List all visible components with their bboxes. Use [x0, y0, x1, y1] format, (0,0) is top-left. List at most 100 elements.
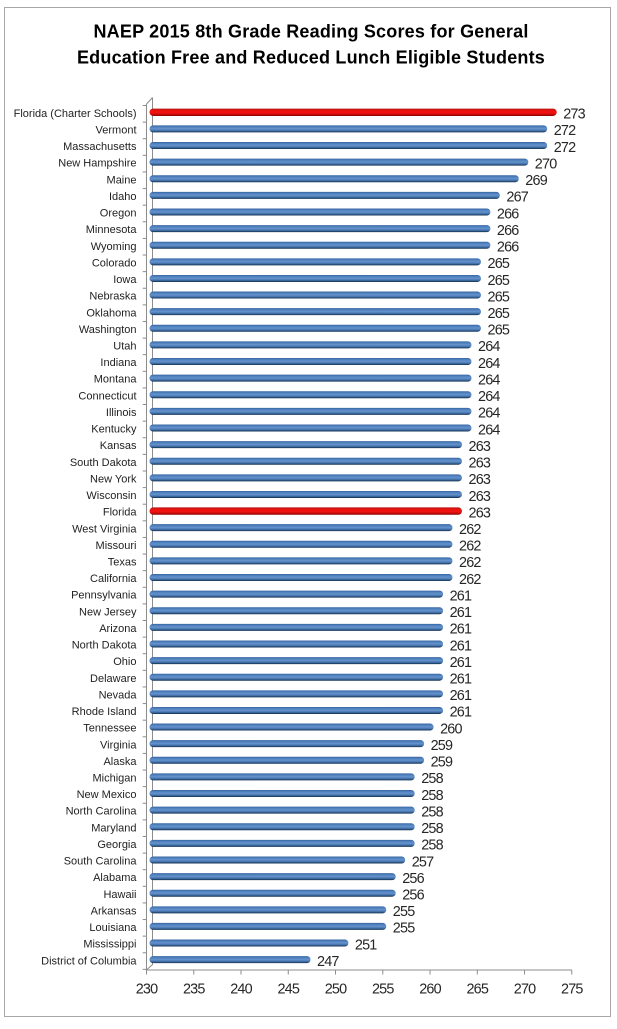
svg-text:266: 266 [497, 223, 519, 239]
svg-text:Massachusetts: Massachusetts [63, 141, 137, 153]
svg-text:New Mexico: New Mexico [77, 789, 137, 801]
svg-text:261: 261 [450, 622, 472, 638]
svg-text:Michigan: Michigan [92, 773, 136, 785]
svg-text:265: 265 [488, 306, 510, 322]
svg-text:Kentucky: Kentucky [91, 424, 137, 436]
svg-text:258: 258 [421, 804, 443, 820]
svg-text:South Dakota: South Dakota [70, 457, 138, 469]
svg-text:255: 255 [372, 981, 394, 997]
svg-text:Texas: Texas [108, 557, 137, 569]
svg-text:Illinois: Illinois [106, 407, 137, 419]
svg-text:Colorado: Colorado [92, 257, 137, 269]
svg-text:Mississippi: Mississippi [83, 939, 136, 951]
svg-text:267: 267 [506, 190, 528, 206]
svg-text:264: 264 [478, 406, 500, 422]
svg-text:Arizona: Arizona [99, 623, 137, 635]
svg-text:255: 255 [393, 921, 415, 937]
svg-text:Nebraska: Nebraska [89, 291, 137, 303]
svg-text:265: 265 [466, 981, 488, 997]
svg-text:258: 258 [421, 838, 443, 854]
svg-text:266: 266 [497, 206, 519, 222]
svg-text:Wyoming: Wyoming [91, 241, 137, 253]
svg-text:262: 262 [459, 555, 481, 571]
svg-text:Virginia: Virginia [100, 739, 137, 751]
svg-text:265: 265 [488, 273, 510, 289]
svg-text:Kansas: Kansas [100, 440, 137, 452]
svg-text:New Jersey: New Jersey [79, 606, 137, 618]
svg-text:265: 265 [488, 323, 510, 339]
svg-text:Education Free and Reduced Lun: Education Free and Reduced Lunch Eligibl… [77, 48, 545, 68]
svg-text:Alaska: Alaska [103, 756, 137, 768]
svg-text:Indiana: Indiana [100, 357, 137, 369]
svg-text:Ohio: Ohio [113, 656, 136, 668]
svg-text:Tennessee: Tennessee [83, 723, 136, 735]
svg-text:West Virginia: West Virginia [72, 523, 137, 535]
svg-text:264: 264 [478, 422, 500, 438]
svg-text:261: 261 [450, 672, 472, 688]
svg-text:Alabama: Alabama [93, 872, 137, 884]
svg-text:263: 263 [469, 489, 491, 505]
svg-text:256: 256 [402, 888, 424, 904]
svg-text:Oklahoma: Oklahoma [86, 307, 137, 319]
svg-text:Pennsylvania: Pennsylvania [71, 590, 137, 602]
svg-text:261: 261 [450, 638, 472, 654]
svg-text:258: 258 [421, 821, 443, 837]
svg-text:Iowa: Iowa [113, 274, 137, 286]
svg-text:270: 270 [514, 981, 536, 997]
svg-text:240: 240 [230, 981, 252, 997]
svg-text:270: 270 [535, 156, 557, 172]
svg-text:Delaware: Delaware [90, 673, 136, 685]
svg-text:275: 275 [561, 981, 583, 997]
svg-text:Utah: Utah [113, 341, 136, 353]
svg-text:California: California [90, 573, 137, 585]
svg-text:New York: New York [90, 473, 137, 485]
svg-text:261: 261 [450, 588, 472, 604]
svg-text:Maryland: Maryland [91, 822, 136, 834]
svg-text:Georgia: Georgia [97, 839, 137, 851]
svg-text:Florida: Florida [103, 507, 138, 519]
svg-text:North Carolina: North Carolina [66, 806, 138, 818]
svg-text:District of Columbia: District of Columbia [41, 955, 137, 967]
svg-text:265: 265 [488, 289, 510, 305]
svg-text:North Dakota: North Dakota [72, 640, 138, 652]
svg-text:259: 259 [431, 738, 453, 754]
svg-text:230: 230 [136, 981, 158, 997]
svg-text:New Hampshire: New Hampshire [58, 158, 136, 170]
svg-text:264: 264 [478, 372, 500, 388]
svg-text:South Carolina: South Carolina [64, 856, 138, 868]
svg-text:262: 262 [459, 572, 481, 588]
svg-text:266: 266 [497, 240, 519, 256]
svg-text:265: 265 [488, 256, 510, 272]
svg-text:Missouri: Missouri [96, 540, 137, 552]
svg-text:264: 264 [478, 356, 500, 372]
svg-text:258: 258 [421, 788, 443, 804]
svg-text:Idaho: Idaho [109, 191, 137, 203]
svg-text:259: 259 [431, 755, 453, 771]
svg-text:260: 260 [419, 981, 441, 997]
svg-text:261: 261 [450, 605, 472, 621]
svg-text:263: 263 [469, 472, 491, 488]
svg-text:Rhode Island: Rhode Island [72, 706, 137, 718]
svg-text:250: 250 [325, 981, 347, 997]
svg-text:272: 272 [554, 123, 576, 139]
svg-text:Maine: Maine [107, 174, 137, 186]
svg-text:Oregon: Oregon [100, 208, 137, 220]
svg-text:Louisiana: Louisiana [89, 922, 137, 934]
svg-text:251: 251 [355, 937, 377, 953]
svg-text:Florida (Charter Schools): Florida (Charter Schools) [14, 108, 137, 120]
svg-text:272: 272 [554, 140, 576, 156]
svg-text:264: 264 [478, 339, 500, 355]
svg-text:Vermont: Vermont [96, 125, 137, 137]
svg-text:Minnesota: Minnesota [86, 224, 138, 236]
svg-text:273: 273 [563, 107, 585, 123]
svg-text:Wisconsin: Wisconsin [86, 490, 136, 502]
svg-text:261: 261 [450, 688, 472, 704]
svg-text:262: 262 [459, 522, 481, 538]
svg-text:Hawaii: Hawaii [103, 889, 136, 901]
svg-text:262: 262 [459, 539, 481, 555]
svg-text:257: 257 [412, 854, 434, 870]
svg-text:Washington: Washington [79, 324, 137, 336]
svg-text:NAEP 2015 8th Grade Reading Sc: NAEP 2015 8th Grade Reading Scores for G… [93, 22, 528, 42]
svg-text:Nevada: Nevada [99, 689, 138, 701]
svg-text:260: 260 [440, 721, 462, 737]
